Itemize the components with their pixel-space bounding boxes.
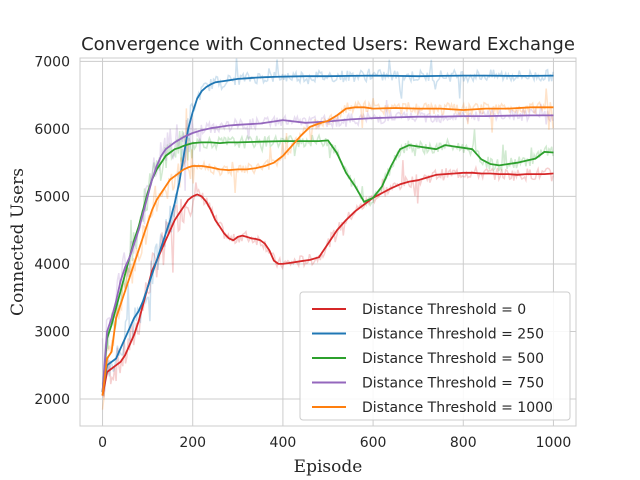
legend-label-0: Distance Threshold = 0 [362, 302, 526, 318]
raw-series-line-3 [101, 100, 554, 390]
x-tick-label: 1000 [536, 435, 572, 451]
legend-label-2: Distance Threshold = 500 [362, 351, 544, 367]
legend-label-3: Distance Threshold = 750 [362, 376, 544, 392]
x-tick-label: 800 [450, 435, 477, 451]
raw-series-line-4 [101, 88, 554, 410]
y-tick-label: 7000 [34, 54, 70, 70]
y-tick-label: 5000 [34, 189, 70, 205]
x-tick-label: 400 [270, 435, 297, 451]
y-tick-label: 2000 [34, 392, 70, 408]
y-tick-label: 4000 [34, 257, 70, 273]
y-axis-label: Connected Users [8, 168, 28, 316]
series-line-1 [101, 74, 554, 393]
raw-series-line-2 [101, 129, 554, 385]
x-tick-label: 0 [98, 435, 107, 451]
y-tick-label: 6000 [34, 122, 70, 138]
plot-frame [79, 57, 577, 427]
x-tick-labels: 0 200 400 600 800 1000 [98, 435, 571, 451]
y-tick-labels: 2000 3000 4000 5000 6000 7000 [34, 54, 70, 408]
y-tick-label: 3000 [34, 324, 70, 340]
legend-label-1: Distance Threshold = 250 [362, 327, 544, 343]
chart-title: Convergence with Connected Users: Reward… [81, 34, 575, 55]
series-layer [101, 74, 554, 396]
x-axis-label: Episode [294, 457, 363, 477]
series-line-3 [101, 114, 554, 393]
legend: Distance Threshold = 0 Distance Threshold… [299, 291, 571, 421]
legend-label-4: Distance Threshold = 1000 [362, 400, 553, 416]
raw-series-line-0 [101, 160, 554, 398]
x-tick-label: 200 [179, 435, 206, 451]
legend-box [299, 291, 571, 421]
series-line-4 [101, 106, 554, 396]
x-tick-label: 600 [360, 435, 387, 451]
